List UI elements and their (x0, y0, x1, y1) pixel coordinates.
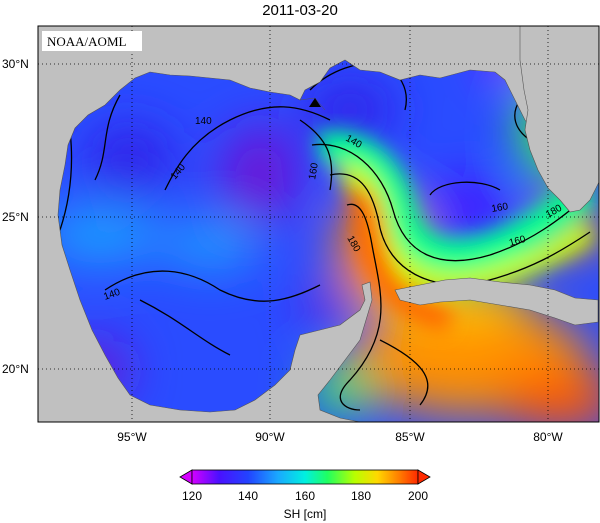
colorbar-tick: 180 (351, 489, 371, 503)
lon-tick-label: 90°W (255, 430, 285, 444)
longitude-axis: 95°W 90°W 85°W 80°W (117, 430, 563, 444)
colorbar: 120 140 160 180 200 SH [cm] (179, 469, 431, 521)
contour-label: 140 (195, 116, 212, 127)
lon-tick-label: 85°W (395, 430, 425, 444)
colorbar-tick: 160 (295, 489, 315, 503)
lon-tick-label: 80°W (533, 430, 563, 444)
land-masses (38, 26, 599, 422)
colorbar-label: SH [cm] (284, 507, 327, 521)
station-marker (309, 98, 321, 107)
map-title: 2011-03-20 (262, 2, 338, 19)
colorbar-max-arrow (417, 469, 431, 485)
lat-tick-label: 20°N (2, 362, 29, 376)
credit-box (42, 31, 142, 51)
latitude-axis: 30°N 25°N 20°N (2, 57, 29, 376)
colorbar-gradient (191, 469, 419, 485)
credit-label: NOAA/AOML (47, 34, 127, 49)
lat-tick-label: 25°N (2, 210, 29, 224)
graticule (38, 26, 599, 422)
colorbar-tick: 200 (408, 489, 428, 503)
contour-label: 160 (491, 201, 510, 215)
colorbar-tick: 140 (238, 489, 258, 503)
lat-tick-label: 30°N (2, 57, 29, 71)
lon-tick-label: 95°W (117, 430, 147, 444)
contour-label: 160 (307, 162, 321, 181)
colorbar-min-arrow (179, 469, 193, 485)
map-panel (38, 26, 599, 422)
colorbar-tick: 120 (182, 489, 202, 503)
map-frame (37, 25, 600, 423)
contour-label: 160 (508, 234, 527, 249)
loop-current-band (315, 131, 598, 333)
